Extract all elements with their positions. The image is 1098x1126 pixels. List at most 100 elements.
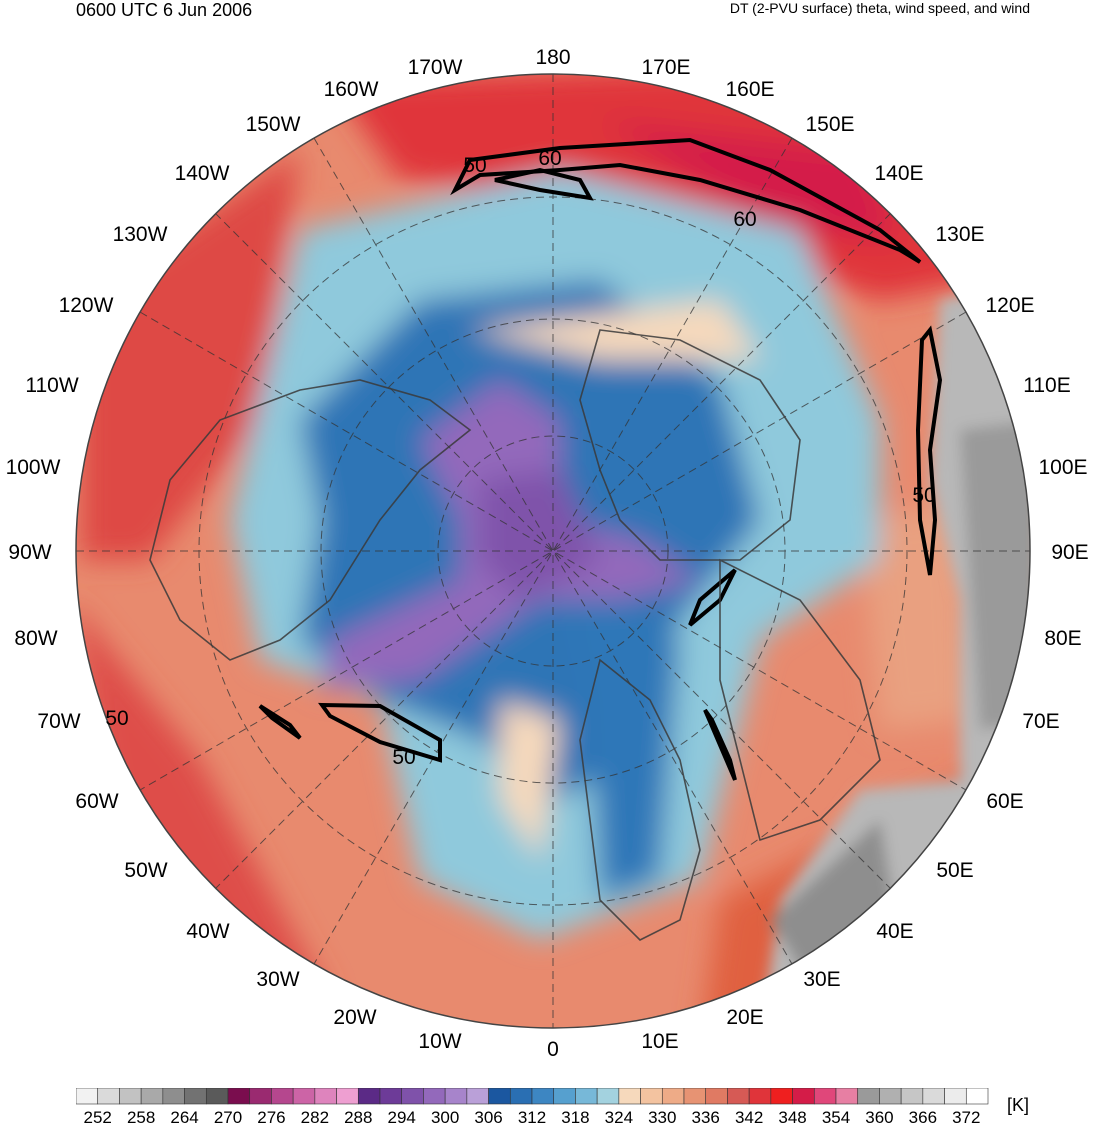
contour-label: 50 <box>912 484 935 507</box>
lon-label-20e: 20E <box>726 1006 763 1029</box>
lon-label-80w: 80W <box>14 627 57 650</box>
lon-label-60w: 60W <box>75 790 118 813</box>
lon-label-90w: 90W <box>8 541 51 564</box>
colorbar-swatch <box>965 1088 989 1105</box>
colorbar-swatch <box>140 1088 164 1105</box>
contour-labels: 50 60 60 50 50 50 <box>105 147 935 769</box>
lon-label-40w: 40W <box>186 920 229 943</box>
colorbar-tick-label: 258 <box>127 1108 155 1126</box>
lon-label-160e: 160E <box>725 78 774 101</box>
contour-label: 50 <box>105 707 128 730</box>
colorbar-swatches <box>76 1088 989 1105</box>
lon-label-20w: 20W <box>333 1006 376 1029</box>
lon-label-70w: 70W <box>37 710 80 733</box>
colorbar-tick-label: 276 <box>257 1108 285 1126</box>
colorbar-swatch <box>944 1088 967 1105</box>
lon-label-90e: 90E <box>1051 541 1088 564</box>
colorbar-swatch <box>227 1088 251 1105</box>
colorbar-swatch <box>748 1088 772 1105</box>
longitude-labels: 180 170E 160E 150E 140E 130E 120E 110E 1… <box>6 46 1089 1061</box>
lon-label-50e: 50E <box>936 859 973 882</box>
lon-label-120e: 120E <box>985 294 1034 317</box>
contour-label: 60 <box>538 147 561 170</box>
wind-speed-contours <box>258 137 943 781</box>
colorbar-swatch <box>640 1088 663 1105</box>
colorbar-swatch <box>922 1088 945 1105</box>
colorbar-swatch <box>379 1088 403 1105</box>
lon-label-140e: 140E <box>874 162 923 185</box>
colorbar-unit-label: [K] <box>1007 1095 1030 1115</box>
contour-label: 50 <box>463 154 486 177</box>
contour-label: 50 <box>392 746 415 769</box>
colorbar-tick-label: 252 <box>84 1108 112 1126</box>
colorbar-tick-label: 348 <box>778 1108 806 1126</box>
colorbar-swatch <box>444 1088 468 1105</box>
colorbar-swatch <box>770 1088 793 1105</box>
colorbar-tick-label: 288 <box>344 1108 372 1126</box>
lon-label-30w: 30W <box>256 968 299 991</box>
lon-label-180: 180 <box>535 46 570 69</box>
contour-label: 60 <box>733 208 756 231</box>
colorbar-swatch <box>357 1088 381 1105</box>
colorbar-swatch <box>292 1088 316 1105</box>
colorbar-swatch <box>813 1088 837 1105</box>
lon-label-50w: 50W <box>124 859 167 882</box>
colorbar-swatch <box>575 1088 598 1105</box>
colorbar-swatch <box>162 1088 185 1105</box>
colorbar-swatch <box>531 1088 555 1105</box>
colorbar-tick-label: 318 <box>561 1108 589 1126</box>
colorbar-tick-label: 330 <box>648 1108 676 1126</box>
colorbar-tick-label: 312 <box>518 1108 546 1126</box>
colorbar-tick-label: 270 <box>214 1108 242 1126</box>
lon-label-30e: 30E <box>803 968 840 991</box>
coastlines <box>149 329 881 941</box>
lon-label-110e: 110E <box>1023 374 1071 397</box>
colorbar-tick-label: 342 <box>735 1108 763 1126</box>
colorbar-swatch <box>661 1088 685 1105</box>
lon-label-110w: 110W <box>25 374 78 397</box>
colorbar-swatch <box>618 1088 641 1105</box>
lon-label-140w: 140W <box>175 162 230 185</box>
colorbar-swatch <box>596 1088 620 1105</box>
lon-label-70e: 70E <box>1022 710 1059 733</box>
colorbar-swatch <box>314 1088 337 1105</box>
colorbar-tick-label: 372 <box>952 1108 980 1126</box>
colorbar-tick-label: 366 <box>909 1108 937 1126</box>
lon-label-170w: 170W <box>408 56 463 79</box>
colorbar-swatch <box>879 1088 902 1105</box>
colorbar-tick-label: 306 <box>474 1108 502 1126</box>
colorbar-swatch <box>119 1088 142 1105</box>
colorbar-swatch <box>835 1088 859 1105</box>
lon-label-150e: 150E <box>805 113 854 136</box>
field-title-label: DT (2-PVU surface) theta, wind speed, an… <box>729 0 1030 16</box>
colorbar-swatch <box>683 1088 707 1105</box>
colorbar-swatch <box>336 1088 359 1105</box>
graticule <box>76 74 1030 1028</box>
colorbar-tick-labels: 252 258 264 270 276 282 288 294 300 306 312 318 324 3… <box>84 1108 981 1126</box>
colorbar-swatch <box>553 1088 576 1105</box>
lon-label-0: 0 <box>547 1038 559 1061</box>
theta-colorbar: 252 258 264 270 276 282 288 294 300 306 312 318 324 3… <box>76 1088 989 1126</box>
lon-label-130e: 130E <box>935 223 984 246</box>
lon-label-10w: 10W <box>418 1030 461 1053</box>
colorbar-tick-label: 336 <box>692 1108 720 1126</box>
lon-label-150w: 150W <box>246 113 301 136</box>
theta-field <box>76 74 1030 1028</box>
lon-label-40e: 40E <box>876 920 913 943</box>
colorbar-tick-label: 354 <box>822 1108 850 1126</box>
lon-label-10e: 10E <box>641 1030 678 1053</box>
colorbar-swatch <box>423 1088 446 1105</box>
lon-label-100e: 100E <box>1038 456 1087 479</box>
lon-label-130w: 130W <box>113 223 168 246</box>
colorbar-swatch <box>401 1088 424 1105</box>
colorbar-tick-label: 360 <box>865 1108 893 1126</box>
lon-label-80e: 80E <box>1044 627 1081 650</box>
colorbar-swatch <box>705 1088 728 1105</box>
colorbar-swatch <box>488 1088 511 1105</box>
colorbar-swatch <box>857 1088 880 1105</box>
map-boundary <box>75 73 1031 1029</box>
colorbar-swatch <box>184 1088 207 1105</box>
lon-label-100w: 100W <box>6 456 61 479</box>
colorbar-tick-label: 264 <box>170 1108 198 1126</box>
